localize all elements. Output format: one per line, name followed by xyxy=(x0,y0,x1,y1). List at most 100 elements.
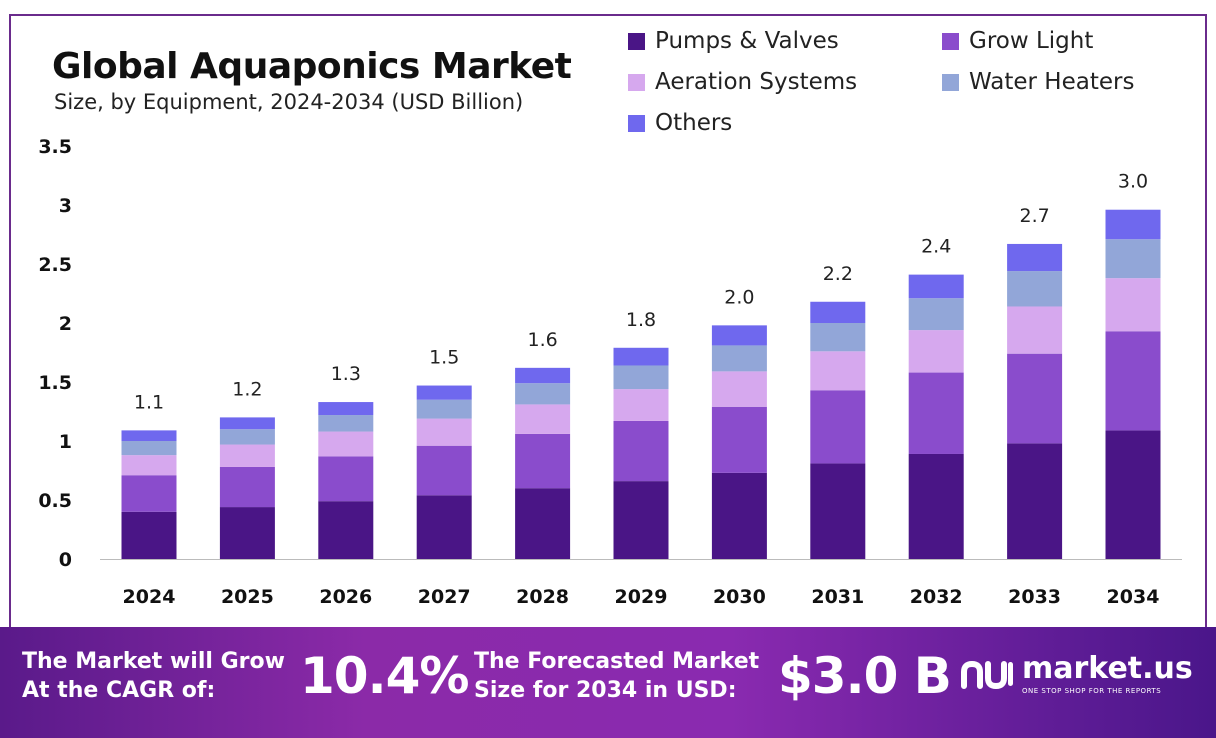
cagr-caption-line2: At the CAGR of: xyxy=(22,678,216,703)
bar-segment-grow-light xyxy=(1105,331,1161,431)
bar-segment-grow-light xyxy=(121,475,177,512)
chart-subtitle: Size, by Equipment, 2024-2034 (USD Billi… xyxy=(54,90,524,114)
bar-segment-grow-light xyxy=(515,433,571,489)
legend-swatch xyxy=(942,73,959,91)
bar-segment-grow-light xyxy=(613,420,669,482)
x-tick-label: 2029 xyxy=(615,586,668,608)
legend-label: Grow Light xyxy=(969,28,1094,54)
forecast-caption: The Forecasted Market Size for 2034 in U… xyxy=(474,647,759,705)
bar-segment-water-heaters xyxy=(1007,271,1063,307)
bar-segment-aeration-systems xyxy=(515,404,571,434)
y-tick-label: 0 xyxy=(59,549,72,571)
legend-item-aeration-systems: Aeration Systems xyxy=(628,69,857,95)
market-us-logo-icon xyxy=(960,658,1014,692)
y-tick-label: 3 xyxy=(59,195,72,217)
bar-total-label: 1.5 xyxy=(429,347,459,369)
bar-segment-water-heaters xyxy=(711,345,767,372)
bar-total-label: 2.7 xyxy=(1019,205,1049,227)
bar-segment-aeration-systems xyxy=(711,371,767,407)
bar-segment-others xyxy=(908,274,964,299)
brand-text: market.us ONE STOP SHOP FOR THE REPORTS xyxy=(1022,651,1193,696)
x-tick-label: 2032 xyxy=(910,586,963,608)
stacked-bar-chart: 0 0.5 1 1.5 2 2.5 3 3.5 1.1 2024 1.2 2025 1.3 2026 1.5… xyxy=(38,136,1182,608)
bar-segment-others xyxy=(810,301,866,323)
legend-label: Water Heaters xyxy=(969,69,1135,95)
legend-swatch xyxy=(628,114,645,132)
bar-segment-aeration-systems xyxy=(121,455,177,476)
bar-segment-grow-light xyxy=(711,406,767,473)
x-tick-label: 2028 xyxy=(516,586,569,608)
bar-total-label: 1.1 xyxy=(134,391,164,413)
bar-segment-water-heaters xyxy=(219,429,275,445)
bar-total-label: 2.0 xyxy=(724,286,754,308)
bar-total-label: 1.2 xyxy=(232,378,262,400)
cagr-value: 10.4% xyxy=(300,647,469,705)
legend-item-pumps-valves: Pumps & Valves xyxy=(628,28,839,54)
forecast-caption-line1: The Forecasted Market xyxy=(474,649,760,674)
legend-swatch xyxy=(628,73,645,91)
bar-segment-aeration-systems xyxy=(219,444,275,467)
bar-segment-pumps-valves xyxy=(613,481,669,559)
x-tick-label: 2031 xyxy=(811,586,864,608)
bar-segment-pumps-valves xyxy=(318,501,374,559)
brand-tagline: ONE STOP SHOP FOR THE REPORTS xyxy=(1022,687,1162,695)
x-tick-label: 2030 xyxy=(713,586,766,608)
y-tick-label: 0.5 xyxy=(38,490,72,512)
cagr-caption: The Market will Grow At the CAGR of: xyxy=(22,647,285,705)
y-tick-label: 2 xyxy=(59,313,72,335)
legend-item-others: Others xyxy=(628,110,732,136)
cagr-caption-line1: The Market will Grow xyxy=(22,649,285,674)
brand-name: market.us xyxy=(1022,651,1193,686)
legend-item-water-heaters: Water Heaters xyxy=(942,69,1134,95)
bar-total-label: 2.2 xyxy=(823,263,853,285)
forecast-caption-line2: Size for 2034 in USD: xyxy=(474,678,737,703)
bar-segment-grow-light xyxy=(318,456,374,502)
bar-segment-others xyxy=(121,430,177,441)
bar-segment-water-heaters xyxy=(613,365,669,390)
forecast-value: $3.0 B xyxy=(778,647,952,705)
bar-segment-water-heaters xyxy=(908,298,964,331)
x-tick-label: 2034 xyxy=(1107,586,1160,608)
bar-segment-others xyxy=(613,347,669,366)
bar-segment-others xyxy=(1007,243,1063,272)
y-tick-label: 3.5 xyxy=(38,136,72,158)
bar-segment-grow-light xyxy=(1007,353,1063,444)
chart-title: Global Aquaponics Market xyxy=(52,46,572,87)
bar-segment-pumps-valves xyxy=(219,507,275,559)
bar-segment-others xyxy=(416,385,472,400)
bar-segment-pumps-valves xyxy=(1105,430,1161,559)
y-tick-label: 2.5 xyxy=(38,254,72,276)
y-tick-label: 1.5 xyxy=(38,372,72,394)
bar-segment-pumps-valves xyxy=(711,472,767,559)
bar-total-label: 2.4 xyxy=(921,236,951,258)
bar-segment-others xyxy=(219,417,275,430)
bar-segment-aeration-systems xyxy=(810,351,866,391)
bar-segment-pumps-valves xyxy=(416,495,472,559)
legend-label: Others xyxy=(655,110,733,136)
x-tick-label: 2027 xyxy=(418,586,471,608)
bar-segment-grow-light xyxy=(908,372,964,454)
bar-segment-pumps-valves xyxy=(515,488,571,559)
bar-total-label: 1.8 xyxy=(626,309,656,331)
bar-total-label: 1.3 xyxy=(331,363,361,385)
legend-label: Pumps & Valves xyxy=(655,28,839,54)
bar-segment-aeration-systems xyxy=(1105,278,1161,332)
legend-item-grow-light: Grow Light xyxy=(942,28,1093,54)
x-tick-label: 2025 xyxy=(221,586,274,608)
legend-swatch xyxy=(628,32,645,50)
bar-segment-grow-light xyxy=(810,390,866,464)
bar-segment-pumps-valves xyxy=(121,511,177,559)
bar-segment-grow-light xyxy=(219,466,275,508)
bar-segment-water-heaters xyxy=(515,383,571,405)
bar-segment-water-heaters xyxy=(121,441,177,456)
x-tick-label: 2024 xyxy=(123,586,176,608)
x-tick-label: 2033 xyxy=(1008,586,1061,608)
x-tick-label: 2026 xyxy=(319,586,372,608)
bar-segment-pumps-valves xyxy=(1007,443,1063,559)
bar-segment-others xyxy=(515,367,571,384)
bar-segment-pumps-valves xyxy=(908,453,964,559)
bar-total-label: 1.6 xyxy=(527,329,557,351)
bar-segment-aeration-systems xyxy=(613,389,669,421)
bar-segment-aeration-systems xyxy=(318,431,374,457)
